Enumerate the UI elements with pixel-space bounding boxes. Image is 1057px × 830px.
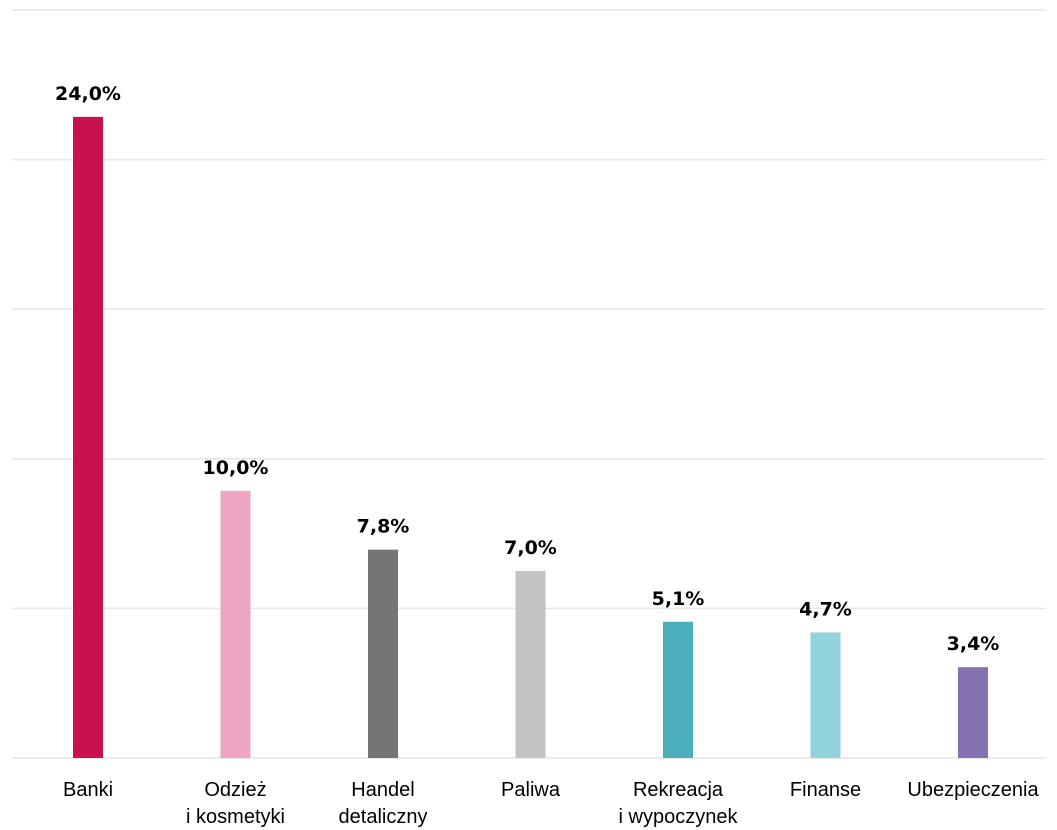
bar <box>515 571 546 758</box>
data-label: 10,0% <box>203 457 269 479</box>
bar <box>73 116 103 759</box>
bar <box>958 667 988 758</box>
data-label: 7,0% <box>504 537 557 559</box>
data-label: 7,8% <box>357 516 410 538</box>
data-label: 24,0% <box>55 83 121 105</box>
bar <box>810 632 841 758</box>
bars <box>73 116 988 759</box>
category-label: Banki <box>63 779 113 801</box>
value-labels: 24,0% 10,0% 7,8% 7,0% 5,1% 4,7% 3,4% <box>55 83 999 655</box>
category-label: Rekreacja i wypoczynek <box>619 779 739 828</box>
data-label: 3,4% <box>947 633 1000 655</box>
data-label: 5,1% <box>652 588 705 610</box>
category-label: Finanse <box>790 779 861 801</box>
bar <box>368 549 398 758</box>
category-label: Odzież i kosmetyki <box>186 779 285 828</box>
category-label: Ubezpieczenia <box>907 779 1039 801</box>
data-label: 4,7% <box>799 598 852 620</box>
category-labels: Banki Odzież i kosmetyki Handel detaliczny Pa… <box>63 779 1039 828</box>
category-label: Handel detaliczny <box>339 779 428 828</box>
category-label: Paliwa <box>501 779 561 801</box>
bar <box>220 490 251 758</box>
gridlines <box>12 9 1045 759</box>
bar <box>663 621 693 758</box>
